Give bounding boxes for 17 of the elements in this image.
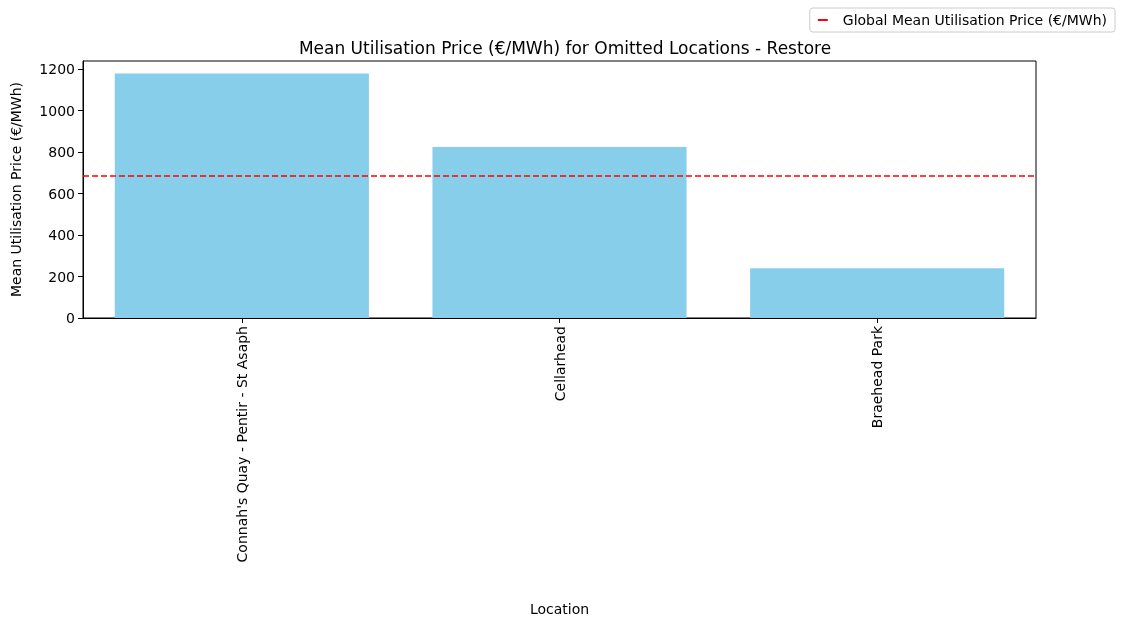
y-tick-label: 400 <box>48 227 75 244</box>
x-tick-label: Cellarhead <box>551 326 568 402</box>
y-tick-label: 1000 <box>39 102 75 119</box>
x-tick-label: Connah's Quay - Pentir - St Asaph <box>233 326 250 563</box>
y-tick-label: 200 <box>48 268 75 285</box>
legend-label: Global Mean Utilisation Price (€/MWh) <box>842 12 1108 28</box>
y-tick-label: 800 <box>48 144 75 161</box>
x-tick-label: Braehead Park <box>869 325 886 429</box>
y-tick-label: 1200 <box>39 61 75 78</box>
bar <box>114 73 369 318</box>
y-axis-title: Mean Utilisation Price (€/MWh) <box>8 81 24 298</box>
y-tick-label: 0 <box>66 310 75 326</box>
y-tick-label: 600 <box>48 185 75 202</box>
bar <box>750 268 1005 318</box>
x-axis-title: Location <box>529 601 590 617</box>
bar <box>432 147 687 318</box>
chart-title: Mean Utilisation Price (€/MWh) for Omitted Locations - Restore <box>298 37 832 58</box>
